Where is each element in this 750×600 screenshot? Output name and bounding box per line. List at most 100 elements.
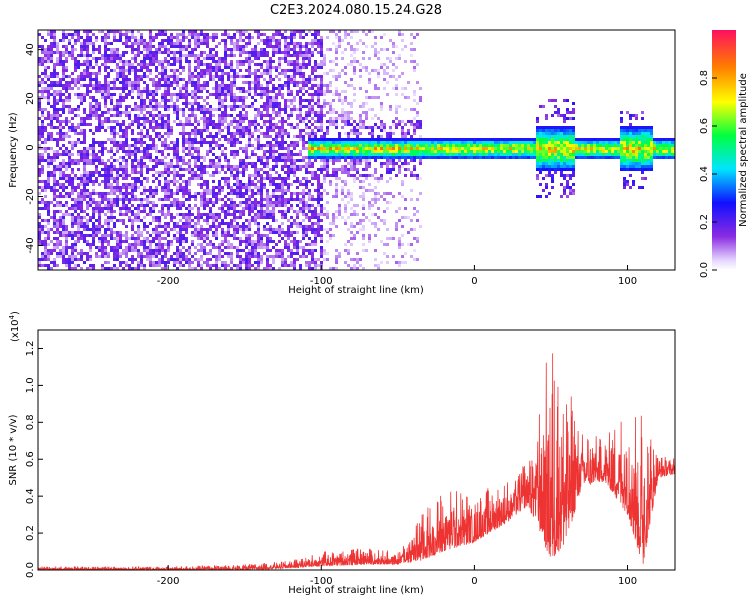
heat-cell bbox=[164, 105, 167, 108]
heat-cell bbox=[278, 105, 281, 108]
heat-cell bbox=[167, 93, 170, 96]
heat-cell bbox=[323, 138, 326, 141]
heat-cell bbox=[143, 198, 146, 201]
heat-cell bbox=[200, 225, 203, 228]
heat-cell bbox=[176, 108, 179, 111]
heat-cell bbox=[59, 195, 62, 198]
heat-cell bbox=[119, 102, 122, 105]
heat-cell bbox=[269, 201, 272, 204]
heat-cell bbox=[248, 36, 251, 39]
heat-cell bbox=[284, 246, 287, 249]
heat-cell bbox=[179, 108, 182, 111]
heat-cell bbox=[107, 84, 110, 87]
heat-cell bbox=[242, 162, 245, 165]
heat-cell bbox=[254, 222, 257, 225]
heat-cell bbox=[182, 213, 185, 216]
heat-cell bbox=[317, 156, 320, 159]
heat-cell bbox=[197, 39, 200, 42]
heat-cell bbox=[269, 177, 272, 180]
heat-cell bbox=[269, 75, 272, 78]
heat-cell bbox=[170, 132, 173, 135]
heat-cell bbox=[185, 216, 188, 219]
heat-cell bbox=[293, 54, 296, 57]
heat-cell bbox=[140, 240, 143, 243]
heat-cell bbox=[206, 150, 209, 153]
heat-cell bbox=[167, 162, 170, 165]
heat-cell bbox=[296, 81, 299, 84]
heat-cell bbox=[281, 69, 284, 72]
heat-cell bbox=[140, 198, 143, 201]
heat-cell bbox=[113, 186, 116, 189]
heat-cell bbox=[257, 213, 260, 216]
heat-cell bbox=[71, 219, 74, 222]
heat-cell bbox=[194, 195, 197, 198]
heat-cell bbox=[239, 63, 242, 66]
heat-cell bbox=[98, 84, 101, 87]
heat-cell bbox=[86, 174, 89, 177]
heat-cell bbox=[209, 267, 212, 270]
heat-cell bbox=[215, 216, 218, 219]
heat-cell bbox=[269, 213, 272, 216]
heat-cell bbox=[164, 66, 167, 69]
heat-cell bbox=[74, 57, 77, 60]
heat-cell bbox=[275, 123, 278, 126]
heat-cell bbox=[266, 207, 269, 210]
heat-cell bbox=[278, 249, 281, 252]
heat-cell bbox=[209, 48, 212, 51]
heat-cell bbox=[239, 249, 242, 252]
heat-cell bbox=[188, 165, 191, 168]
heat-cell bbox=[80, 237, 83, 240]
heat-cell bbox=[254, 198, 257, 201]
heat-cell bbox=[101, 234, 104, 237]
heat-cell bbox=[143, 102, 146, 105]
heat-cell bbox=[233, 102, 236, 105]
heat-cell bbox=[308, 207, 311, 210]
heat-cell bbox=[320, 228, 323, 231]
heat-cell bbox=[320, 225, 323, 228]
heat-cell bbox=[182, 216, 185, 219]
heat-cell bbox=[80, 48, 83, 51]
heat-cell bbox=[98, 174, 101, 177]
heat-cell bbox=[251, 162, 254, 165]
heat-cell bbox=[161, 210, 164, 213]
heat-cell bbox=[80, 72, 83, 75]
heat-cell bbox=[59, 240, 62, 243]
heat-cell bbox=[179, 240, 182, 243]
heat-cell bbox=[50, 117, 53, 120]
heat-cell bbox=[176, 249, 179, 252]
heat-cell bbox=[164, 123, 167, 126]
heat-cell bbox=[299, 63, 302, 66]
heat-cell bbox=[161, 213, 164, 216]
heat-cell bbox=[185, 93, 188, 96]
heat-cell bbox=[263, 177, 266, 180]
heat-cell bbox=[113, 177, 116, 180]
heat-cell bbox=[131, 246, 134, 249]
heat-cell bbox=[284, 75, 287, 78]
heat-cell bbox=[83, 123, 86, 126]
heat-cell bbox=[107, 138, 110, 141]
heat-cell bbox=[182, 33, 185, 36]
heat-cell bbox=[239, 165, 242, 168]
heat-cell bbox=[170, 159, 173, 162]
heat-cell bbox=[140, 90, 143, 93]
heat-cell bbox=[56, 141, 59, 144]
heat-cell bbox=[335, 36, 338, 39]
heat-cell bbox=[227, 105, 230, 108]
heat-cell bbox=[98, 225, 101, 228]
heat-cell bbox=[65, 165, 68, 168]
heat-cell bbox=[254, 123, 257, 126]
heat-cell bbox=[251, 87, 254, 90]
heat-cell bbox=[221, 234, 224, 237]
heat-cell bbox=[128, 249, 131, 252]
heat-cell bbox=[341, 90, 344, 93]
heat-cell bbox=[329, 30, 332, 33]
heat-cell bbox=[236, 30, 239, 33]
heat-cell bbox=[47, 186, 50, 189]
heat-cell bbox=[62, 51, 65, 54]
heat-cell bbox=[299, 87, 302, 90]
heat-cell bbox=[281, 198, 284, 201]
heat-cell bbox=[62, 135, 65, 138]
heat-cell bbox=[155, 186, 158, 189]
heat-cell bbox=[266, 36, 269, 39]
heat-cell bbox=[125, 93, 128, 96]
